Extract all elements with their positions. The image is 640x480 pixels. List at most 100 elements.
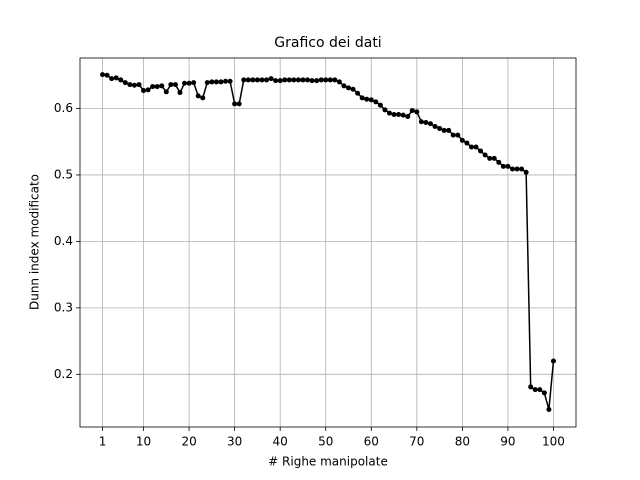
marker (359, 95, 365, 101)
y-axis-label: Dunn index modificato (28, 174, 42, 310)
marker (373, 99, 379, 105)
x-tick-label: 30 (227, 435, 242, 449)
marker (523, 169, 529, 175)
marker (195, 93, 201, 99)
x-axis-label: # Righe manipolate (268, 455, 388, 469)
marker (473, 144, 479, 150)
marker (437, 125, 443, 131)
marker (341, 83, 347, 89)
marker (295, 77, 301, 83)
marker (177, 90, 183, 96)
marker (122, 80, 128, 86)
marker (350, 86, 356, 92)
marker (509, 166, 515, 172)
marker (200, 95, 206, 101)
marker (241, 77, 247, 83)
marker (264, 77, 270, 83)
marker (100, 72, 106, 78)
marker (172, 82, 178, 88)
marker (213, 79, 219, 85)
marker (396, 111, 402, 117)
marker (364, 96, 370, 102)
marker (204, 80, 210, 86)
marker (427, 121, 433, 127)
marker (309, 78, 315, 84)
x-tick-label: 80 (455, 435, 470, 449)
x-tick-label: 40 (273, 435, 288, 449)
marker (519, 166, 525, 172)
marker (141, 88, 147, 94)
marker (136, 82, 142, 88)
marker (423, 119, 429, 125)
y-tick-label: 0.3 (54, 300, 73, 314)
marker (250, 77, 256, 83)
marker (487, 155, 493, 161)
marker (455, 132, 461, 138)
marker (277, 78, 283, 84)
marker (182, 80, 188, 86)
x-tick-label: 70 (409, 435, 424, 449)
marker (345, 85, 351, 91)
marker (528, 384, 534, 390)
y-tick-label: 0.2 (54, 367, 73, 381)
marker (154, 84, 160, 90)
marker (314, 78, 320, 84)
marker (232, 101, 238, 107)
y-tick-label: 0.5 (54, 167, 73, 181)
marker (254, 77, 260, 83)
marker (500, 163, 506, 169)
y-tick-label: 0.6 (54, 101, 73, 115)
marker (464, 140, 470, 146)
marker (537, 387, 543, 393)
marker (459, 137, 465, 143)
marker (550, 358, 556, 364)
marker (368, 97, 374, 103)
marker (127, 82, 133, 88)
marker (400, 112, 406, 118)
marker (382, 107, 388, 113)
marker (118, 77, 124, 83)
marker (286, 77, 292, 83)
marker (336, 79, 342, 85)
marker (159, 83, 165, 89)
marker (291, 77, 297, 83)
marker (186, 80, 192, 86)
marker (505, 163, 511, 169)
marker (332, 77, 338, 83)
marker (227, 78, 233, 84)
marker (491, 155, 497, 161)
marker (104, 72, 110, 78)
marker (150, 84, 156, 90)
marker (223, 78, 229, 84)
marker (432, 123, 438, 129)
x-tick-label: 20 (181, 435, 196, 449)
marker (532, 387, 538, 393)
plot-frame (79, 57, 577, 428)
marker (441, 127, 447, 133)
x-tick-label: 50 (318, 435, 333, 449)
marker (282, 77, 288, 83)
marker (327, 77, 333, 83)
marker (273, 78, 279, 84)
marker (514, 166, 520, 172)
marker (546, 407, 552, 413)
marker (414, 109, 420, 115)
marker (405, 113, 411, 119)
marker (109, 76, 115, 82)
marker (259, 77, 265, 83)
marker (541, 390, 547, 396)
x-tick-label: 10 (136, 435, 151, 449)
chart-title: Grafico dei dati (274, 35, 381, 51)
x-tick-label: 1 (99, 435, 107, 449)
marker (191, 80, 197, 86)
marker (478, 148, 484, 154)
marker (218, 79, 224, 85)
x-tick-label: 100 (542, 435, 565, 449)
marker (450, 132, 456, 138)
marker (496, 159, 502, 165)
marker (145, 87, 151, 93)
marker (446, 127, 452, 133)
marker (168, 82, 174, 88)
